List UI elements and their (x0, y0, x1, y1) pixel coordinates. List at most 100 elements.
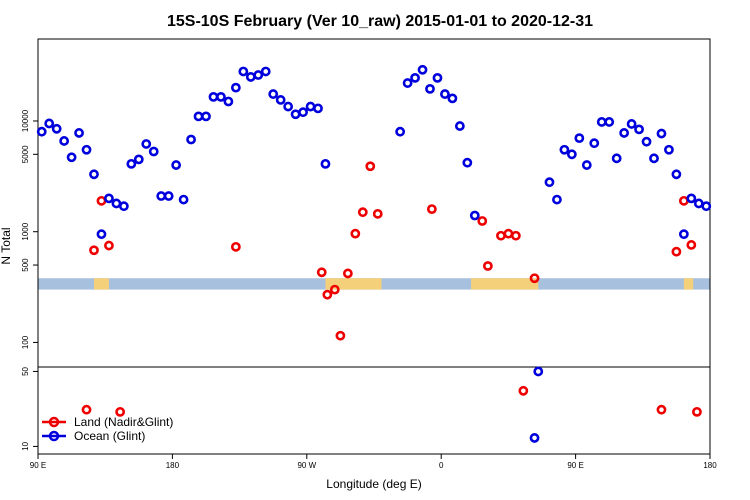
legend-label-ocean: Ocean (Glint) (74, 429, 145, 443)
points (36, 64, 712, 443)
data-point (275, 95, 286, 105)
data-point (365, 161, 376, 172)
data-point (104, 240, 114, 251)
data-point (66, 152, 77, 163)
data-point (245, 72, 256, 82)
data-point (313, 103, 323, 114)
data-point (126, 158, 137, 169)
data-point (335, 330, 346, 341)
legend-label-land: Land (Nadir&Glint) (74, 415, 173, 429)
data-point (510, 230, 521, 241)
data-point (44, 118, 55, 129)
x-tick-label: 180 (703, 461, 717, 470)
data-point (223, 96, 234, 107)
data-point (372, 208, 383, 219)
data-point (678, 229, 689, 240)
data-point (238, 66, 249, 77)
y-tick-label: 500 (21, 258, 30, 272)
data-point (496, 230, 506, 241)
x-tick-label: 90 W (297, 461, 316, 470)
data-point (178, 194, 189, 205)
y-tick-label: 10000 (21, 109, 30, 132)
data-point (316, 267, 327, 278)
data-point (230, 241, 241, 252)
data-point (395, 126, 406, 137)
data-point (671, 169, 682, 180)
data-point (410, 72, 420, 83)
y-axis-label: N Total (0, 227, 13, 264)
data-point (649, 153, 659, 164)
data-point (656, 404, 667, 415)
data-point (440, 89, 450, 99)
data-point (322, 289, 333, 300)
data-point (350, 228, 361, 239)
chart-title: 15S-10S February (Ver 10_raw) 2015-01-01… (167, 13, 593, 30)
data-point (432, 72, 443, 83)
data-point (118, 201, 129, 212)
data-point (402, 78, 413, 88)
x-tick-label: 0 (439, 461, 444, 470)
data-point (260, 66, 271, 77)
data-point (290, 109, 301, 120)
data-point (111, 198, 122, 209)
data-point (426, 204, 437, 215)
data-point (298, 107, 308, 118)
data-point (477, 216, 488, 226)
data-point (552, 194, 562, 205)
data-point (171, 160, 182, 170)
data-point (148, 146, 159, 157)
data-point (626, 119, 637, 129)
data-point (163, 191, 174, 201)
y-tick-label: 50 (21, 366, 30, 375)
data-point (81, 404, 92, 415)
data-point (641, 136, 652, 147)
data-point (611, 153, 622, 164)
data-point (634, 124, 644, 135)
data-point (320, 158, 331, 169)
data-point (529, 433, 540, 443)
x-tick-label: 90 E (30, 461, 46, 470)
data-point (482, 261, 493, 271)
x-tick-label: 90 E (567, 461, 583, 470)
data-point (216, 91, 226, 102)
data-point (133, 154, 144, 165)
data-point (208, 91, 219, 102)
data-point (692, 406, 702, 417)
data-point (230, 82, 241, 93)
data-point (574, 133, 585, 144)
y-tick-label: 5000 (21, 145, 30, 163)
data-point (678, 195, 689, 206)
y-tick-label: 10 (21, 441, 30, 450)
data-point (186, 134, 196, 145)
data-point (664, 144, 674, 155)
data-point (529, 273, 540, 284)
data-point (96, 229, 107, 240)
data-point (357, 207, 368, 218)
data-point (96, 195, 107, 206)
data-point (156, 191, 167, 201)
x-axis-label: Longitude (deg E) (326, 477, 421, 491)
plot-frame (37, 38, 711, 455)
data-point (604, 117, 615, 127)
y-tick-label: 1000 (21, 222, 30, 240)
data-point (693, 198, 704, 209)
legend: Land (Nadir&Glint) Ocean (Glint) (42, 415, 173, 443)
data-point (89, 169, 99, 180)
data-point (51, 123, 62, 134)
data-point (81, 144, 92, 155)
data-point (462, 157, 473, 168)
data-point (686, 193, 697, 204)
data-point (671, 246, 682, 257)
data-point (115, 406, 126, 417)
data-point (447, 93, 458, 104)
data-point (425, 83, 435, 94)
data-point (518, 385, 529, 396)
data-point (686, 240, 697, 250)
legend-item-land: Land (Nadir&Glint) (42, 415, 173, 429)
y-tick-label: 100 (21, 335, 30, 349)
series-ocean (36, 64, 712, 443)
data-point (104, 193, 114, 204)
data-point (533, 366, 544, 377)
data-point (89, 245, 99, 256)
data-point (619, 128, 630, 138)
